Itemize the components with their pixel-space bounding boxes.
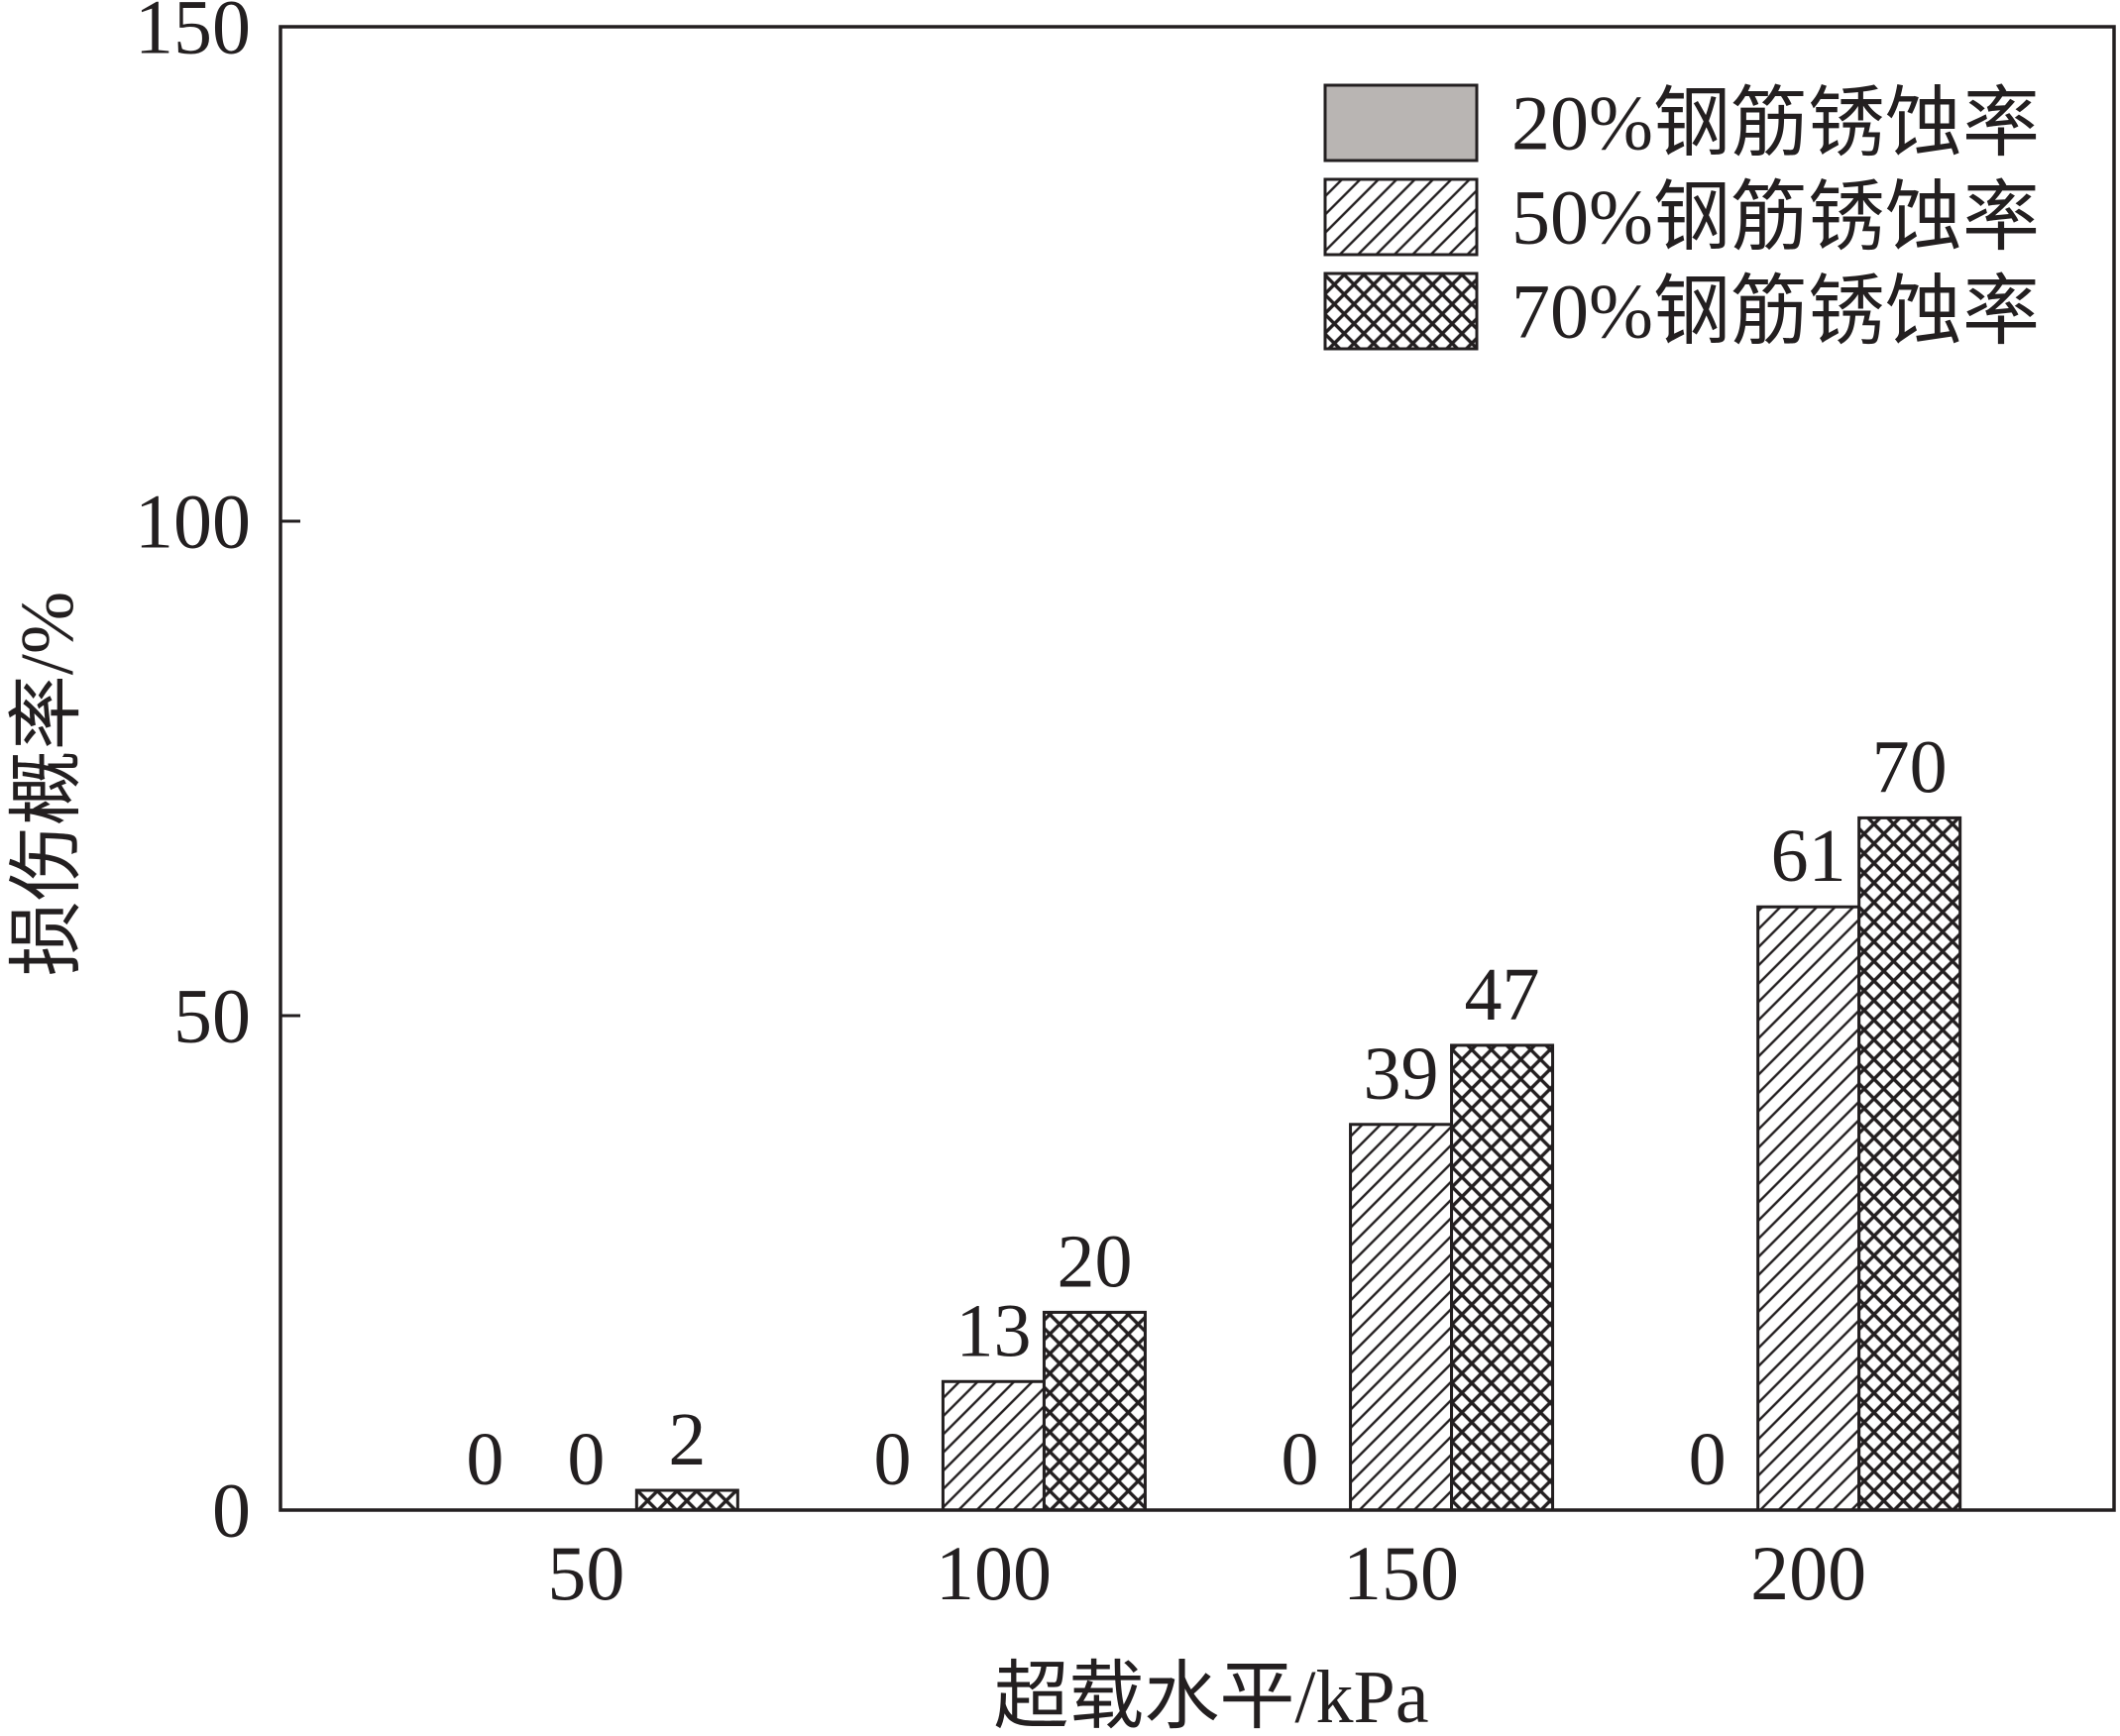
legend-label-series-1: 20%钢筋锈蚀率 [1511, 80, 2040, 166]
legend-label-series-3: 70%钢筋锈蚀率 [1511, 269, 2040, 355]
value-label-series-1-category-200: 0 [1689, 1418, 1727, 1501]
plot-frame [279, 25, 2116, 1512]
x-tick-label-100: 100 [936, 1530, 1052, 1616]
value-label-series-3-category-100: 20 [1057, 1220, 1132, 1303]
legend-label-series-2: 50%钢筋锈蚀率 [1511, 174, 2040, 261]
bar-series-2-category-200 [1756, 905, 1861, 1512]
value-label-series-1-category-100: 0 [873, 1418, 911, 1501]
legend-swatch-crosshatch [1323, 271, 1479, 351]
x-axis-title: 超载水平/kPa [993, 1656, 1428, 1736]
value-label-series-2-category-100: 13 [955, 1289, 1031, 1372]
y-tick-label-50: 50 [173, 973, 251, 1059]
bar-series-3-category-50 [634, 1488, 739, 1512]
x-tick-label-150: 150 [1343, 1530, 1459, 1616]
bar-series-2-category-150 [1349, 1123, 1454, 1512]
x-axis: 50 100 150 200 [547, 1530, 1866, 1616]
bar-series-3-category-200 [1857, 815, 1962, 1512]
value-label-series-3-category-200: 70 [1872, 725, 1948, 809]
legend-swatch-solid [1323, 83, 1479, 163]
y-axis-title: 损伤概率/% [6, 592, 89, 976]
value-label-series-1-category-150: 0 [1282, 1418, 1319, 1501]
bars-layer [634, 815, 1962, 1512]
value-label-series-2-category-150: 39 [1364, 1032, 1439, 1116]
bar-series-3-category-100 [1042, 1310, 1147, 1512]
x-tick-label-50: 50 [547, 1530, 624, 1616]
value-label-series-3-category-150: 47 [1465, 953, 1540, 1036]
value-label-series-3-category-50: 2 [668, 1398, 706, 1481]
y-tick-label-0: 0 [212, 1467, 251, 1554]
y-axis: 0 50 100 150 [135, 0, 300, 1554]
x-tick-label-200: 200 [1750, 1530, 1866, 1616]
value-label-series-1-category-50: 0 [466, 1418, 503, 1501]
value-label-series-2-category-50: 0 [567, 1418, 605, 1501]
bar-series-2-category-100 [941, 1379, 1046, 1512]
bar-series-3-category-150 [1450, 1043, 1555, 1512]
y-tick-label-150: 150 [135, 0, 251, 70]
value-label-series-2-category-200: 61 [1771, 814, 1846, 898]
legend-swatch-diagonal-hatch [1323, 177, 1479, 257]
y-tick-label-100: 100 [135, 479, 251, 565]
